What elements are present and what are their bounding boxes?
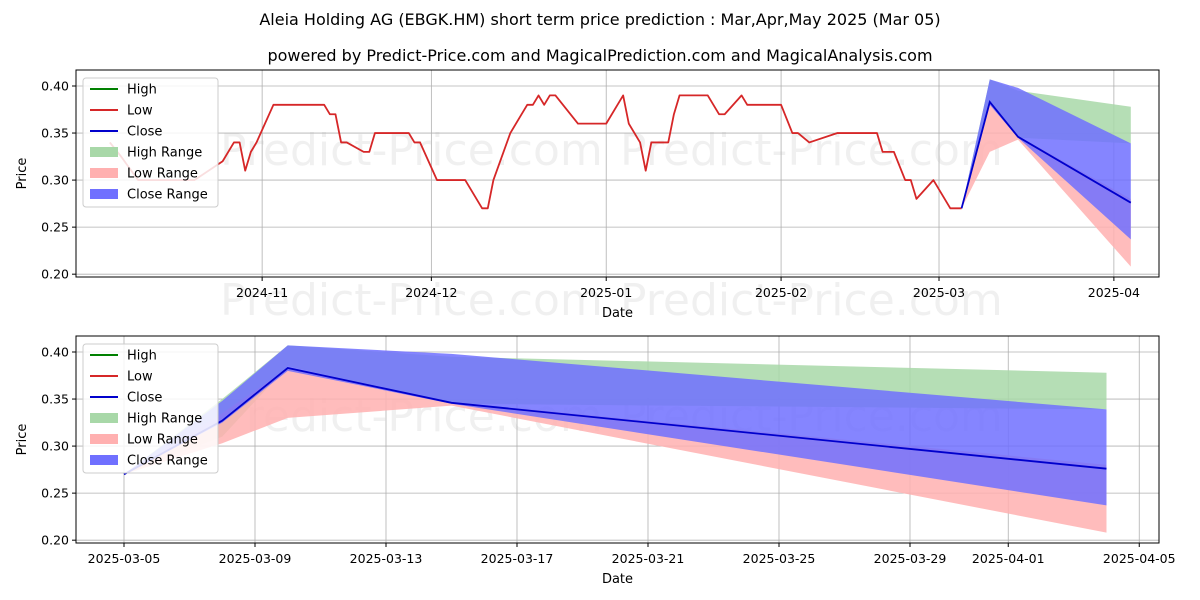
legend-label-high-range: High Range — [127, 412, 202, 427]
plot-frame — [75, 335, 1160, 544]
x-tick-label: 2025-03-25 — [743, 551, 816, 566]
x-tick-label: 2025-03-13 — [350, 551, 423, 566]
x-tick-label: 2025-03-09 — [219, 551, 292, 566]
x-tick-label: 2024-11 — [236, 285, 288, 300]
y-tick-label: 0.35 — [41, 392, 69, 407]
watermark-text: Predict-Price.com — [220, 125, 603, 176]
y-tick-label: 0.35 — [41, 126, 69, 141]
legend-label-close-range: Close Range — [127, 188, 208, 203]
x-tick-label: 2025-04 — [1088, 285, 1140, 300]
x-tick-label: 2025-04-05 — [1103, 551, 1176, 566]
chart-panel-1: Predict-Price.com Predict-Price.com Predic… — [15, 69, 1160, 326]
x-tick-label: 2025-03-05 — [88, 551, 161, 566]
x-axis-label: Date — [602, 572, 633, 587]
legend-label-low: Low — [127, 370, 153, 385]
legend-label-high: High — [127, 349, 157, 364]
y-tick-label: 0.40 — [41, 344, 69, 359]
legend-swatch-close-range — [90, 189, 118, 199]
legend-label-low-range: Low Range — [127, 433, 198, 448]
legend-label-low: Low — [127, 104, 153, 119]
y-tick-label: 0.30 — [41, 439, 69, 454]
chart-subtitle: powered by Predict-Price.com and Magical… — [267, 46, 933, 65]
watermark-text: Predict-Price.com — [220, 275, 603, 326]
watermark-text: Predict-Price.com — [620, 275, 1003, 326]
close-series-line — [960, 100, 1132, 209]
legend: High Low Close High Range Low Range Close Ran… — [82, 77, 219, 208]
y-axis-label: Price — [15, 424, 30, 456]
y-tick-label: 0.20 — [41, 533, 69, 548]
x-tick-label: 2025-03-21 — [612, 551, 685, 566]
x-tick-label: 2025-02 — [755, 285, 807, 300]
legend-label-high-range: High Range — [127, 146, 202, 161]
legend-label-close: Close — [127, 125, 162, 140]
legend-label-close-range: Close Range — [127, 454, 208, 469]
y-axis-label: Price — [15, 158, 30, 190]
y-tick-label: 0.30 — [41, 173, 69, 188]
legend-swatch-high-range — [90, 147, 118, 157]
y-tick-label: 0.40 — [41, 78, 69, 93]
y-tick-label: 0.25 — [41, 220, 69, 235]
x-tick-label: 2025-04-01 — [972, 551, 1045, 566]
x-axis-label: Date — [602, 306, 633, 321]
low-range-area — [124, 367, 1107, 533]
low-series-line — [109, 94, 962, 210]
y-tick-label: 0.25 — [41, 486, 69, 501]
chart-title: Aleia Holding AG (EBGK.HM) short term pr… — [259, 10, 941, 29]
x-tick-label: 2024-12 — [405, 285, 457, 300]
chart-panel-2: Predict-Price.comPredict-Price.com0.200.… — [15, 335, 1176, 587]
legend: High Low Close High Range Low Range Close Ran… — [82, 343, 219, 474]
legend-swatch-low-range — [90, 434, 118, 444]
x-tick-label: 2025-03 — [913, 285, 965, 300]
y-tick-label: 0.20 — [41, 267, 69, 282]
legend-label-high: High — [127, 83, 157, 98]
x-tick-label: 2025-01 — [580, 285, 632, 300]
legend-swatch-close-range — [90, 455, 118, 465]
x-tick-label: 2025-03-29 — [874, 551, 947, 566]
x-tick-label: 2025-03-17 — [481, 551, 554, 566]
low-range-area — [961, 101, 1131, 267]
legend-swatch-low-range — [90, 168, 118, 178]
legend-label-close: Close — [127, 391, 162, 406]
legend-label-low-range: Low Range — [127, 167, 198, 182]
legend-swatch-high-range — [90, 413, 118, 423]
plot-frame — [75, 69, 1160, 278]
